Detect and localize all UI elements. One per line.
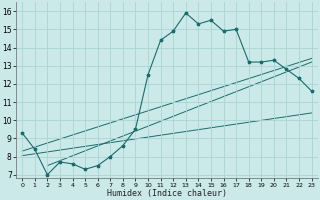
X-axis label: Humidex (Indice chaleur): Humidex (Indice chaleur) [107,189,227,198]
